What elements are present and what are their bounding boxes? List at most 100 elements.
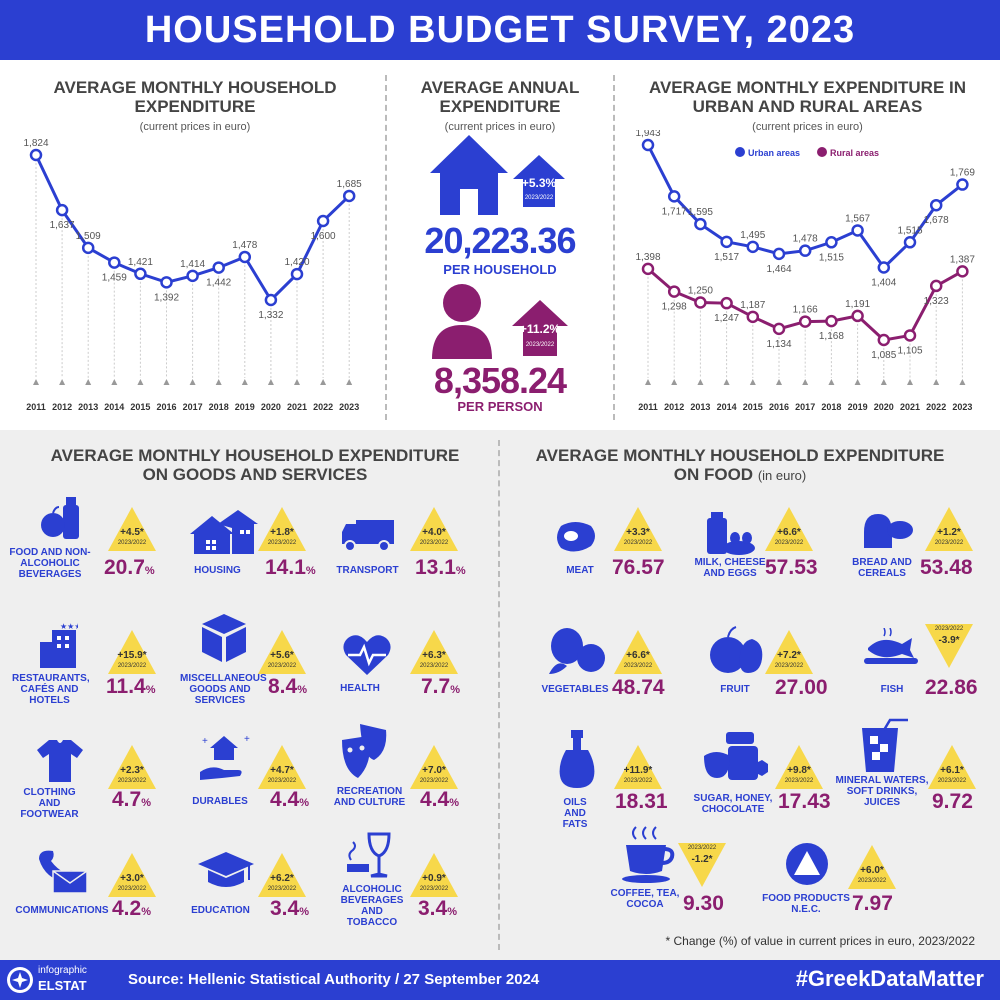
goods-change-durables: +4.7* [270, 765, 294, 776]
goods-arrow-misc: +5.6* 2023/2022 [258, 630, 306, 674]
food-arrow-waters: +6.1* 2023/2022 [928, 745, 976, 789]
food-change-vegetables: +6.6* [626, 650, 650, 661]
tick-marker [802, 379, 809, 385]
data-label: 1,567 [845, 213, 870, 224]
goods-arrow-food: +4.5* 2023/2022 [108, 507, 156, 551]
food-period-other: 2023/2022 [857, 878, 887, 884]
x-tick-label: 2022 [926, 402, 946, 412]
goods-arrow-transport: +4.0* 2023/2022 [410, 507, 458, 551]
tick-marker [137, 379, 144, 385]
data-point [929, 279, 943, 293]
tick-marker [671, 379, 678, 385]
data-point [29, 148, 43, 162]
urban-rural-chart-subtitle: (current prices in euro) [752, 121, 863, 133]
data-point [342, 189, 356, 203]
logo-bottom-text: ELSTAT [38, 978, 87, 993]
glass-drink-icon [862, 718, 908, 772]
house-icon [430, 135, 508, 215]
food-label-oils: OILS AND FATS [562, 797, 588, 830]
goods-label-housing: HOUSING [194, 565, 241, 576]
household-chart-subtitle: (current prices in euro) [139, 121, 251, 133]
hand-house-icon: + + [200, 734, 250, 780]
data-label: 1,421 [128, 257, 153, 268]
data-label: 1,247 [714, 313, 739, 324]
goods-value-communications-unit: % [141, 906, 151, 918]
data-point [746, 310, 760, 324]
x-tick-label: 2014 [104, 402, 124, 412]
goods-value-health: 7.7% [421, 675, 460, 699]
x-tick-label: 2012 [664, 402, 684, 412]
x-tick-label: 2023 [952, 402, 972, 412]
food-title: AVERAGE MONTHLY HOUSEHOLD EXPENDITURE ON… [505, 446, 975, 485]
household-period: 2023/2022 [524, 195, 554, 201]
tick-marker [697, 379, 704, 385]
food-label-other: FOOD PRODUCTS N.E.C. [762, 893, 850, 915]
goods-value-clothing-num: 4.7 [112, 788, 142, 811]
x-tick-label: 2022 [313, 402, 333, 412]
goods-value-restaurants-num: 11.4 [106, 675, 146, 698]
food-title-line2-text: ON FOOD [673, 465, 754, 484]
annual-title: AVERAGE ANNUAL EXPENDITURE [420, 78, 580, 116]
goods-value-transport-unit: % [455, 565, 466, 577]
data-label: 1,769 [950, 168, 975, 179]
data-point [641, 262, 655, 276]
data-label: 1,678 [924, 215, 949, 226]
goods-label-food: FOOD AND NON- ALCOHOLIC BEVERAGES [9, 547, 91, 580]
divider-3 [498, 440, 500, 950]
tick-marker [749, 379, 756, 385]
household-chart-title: AVERAGE MONTHLY HOUSEHOLD EXPENDITURE [53, 78, 337, 116]
tick-marker [59, 379, 66, 385]
data-label: 1,600 [311, 231, 336, 242]
data-label: 1,387 [950, 254, 975, 265]
food-title-unit: (in euro) [757, 468, 807, 483]
footnote: * Change (%) of value in current prices … [665, 934, 975, 948]
footer: infographic ELSTAT Source: Hellenic Stat… [0, 960, 1000, 1000]
divider-1 [385, 75, 387, 420]
food-period-oils: 2023/2022 [623, 778, 653, 784]
food-arrow-sugar: +9.8* 2023/2022 [775, 745, 823, 789]
food-value-waters: 9.72 [932, 790, 973, 813]
x-tick-label: 2013 [690, 402, 710, 412]
x-tick-label: 2019 [848, 402, 868, 412]
goods-value-alcohol: 3.4% [418, 897, 457, 921]
data-label: 1,085 [871, 350, 896, 361]
goods-value-misc: 8.4% [268, 675, 307, 699]
data-point [772, 247, 786, 261]
data-point [186, 269, 199, 283]
data-label: 1,517 [714, 252, 739, 263]
data-label: 1,392 [154, 292, 179, 303]
goods-change-housing: +1.8* [270, 527, 294, 538]
food-label-fish: FISH [880, 684, 904, 695]
food-label-waters: MINERAL WATERS, SOFT DRINKS, JUICES [835, 775, 929, 808]
goods-value-transport-num: 13.1 [415, 556, 456, 579]
data-point [667, 190, 681, 203]
goods-value-restaurants: 11.4% [106, 675, 156, 699]
goods-value-restaurants-unit: % [145, 684, 156, 696]
data-point [264, 293, 278, 307]
food-value-meat: 76.57 [612, 556, 665, 579]
person-value: 8,358.24 [433, 360, 567, 401]
food-period-waters: 2023/2022 [937, 778, 967, 784]
goods-period-durables: 2023/2022 [267, 778, 297, 784]
food-change-bread: +1.2* [937, 527, 961, 538]
food-label-vegetables: VEGETABLES [541, 684, 609, 695]
data-label: 1,323 [924, 296, 949, 307]
food-change-coffee: -1.2* [691, 854, 713, 865]
person-change: +11.2% [519, 322, 561, 336]
data-point [641, 138, 655, 152]
data-point [825, 236, 838, 249]
bottom-background [0, 430, 1000, 960]
coffee-cup-icon [622, 826, 675, 883]
food-period-sugar: 2023/2022 [784, 778, 814, 784]
goods-label-education: EDUCATION [191, 905, 250, 916]
legend-marker [735, 147, 745, 157]
goods-value-communications: 4.2% [112, 897, 151, 921]
goods-label-transport: TRANSPORT [336, 565, 399, 576]
truck-icon [342, 520, 394, 552]
data-label: 1,509 [76, 231, 101, 242]
goods-value-recreation: 4.4% [420, 788, 459, 812]
food-change-milk: +6.6* [777, 527, 801, 538]
food-title-line2: ON FOOD (in euro) [505, 465, 975, 485]
food-value-bread: 53.48 [920, 556, 973, 579]
bread-icon [864, 514, 913, 548]
